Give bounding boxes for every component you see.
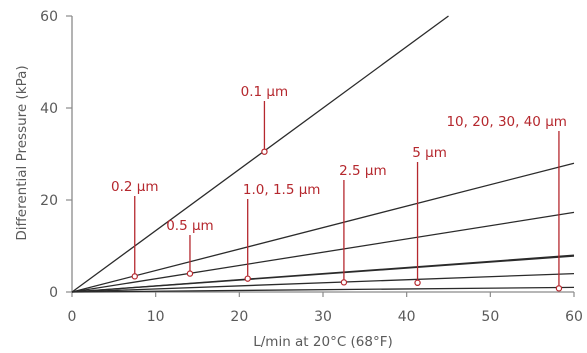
series-line-0 bbox=[71, 15, 449, 293]
y-axis-title: Differential Pressure (kPa) bbox=[14, 65, 30, 240]
axes: 0 10 20 30 40 50 60 0 20 40 60 bbox=[40, 9, 583, 325]
annotation-marker bbox=[244, 275, 251, 282]
x-tick-label: 60 bbox=[565, 309, 583, 325]
annotations: 0.1 µm 0.2 µm 0.5 µm 1.0, 1.5 µm 2.5 µm 5 µm 1… bbox=[111, 84, 567, 292]
series-line-1 bbox=[71, 162, 575, 293]
annotation-label: 1.0, 1.5 µm bbox=[243, 182, 321, 198]
series-line-2 bbox=[71, 211, 575, 293]
series-lines bbox=[71, 15, 575, 293]
y-tick-label: 60 bbox=[40, 9, 58, 25]
annotation-marker bbox=[340, 279, 348, 286]
annotation-label: 5 µm bbox=[412, 145, 447, 161]
x-tick-label: 50 bbox=[481, 309, 499, 325]
series-line-4 bbox=[71, 255, 575, 293]
annotation-label: 0.5 µm bbox=[166, 218, 214, 234]
series-line-5 bbox=[71, 272, 575, 293]
x-tick-label: 10 bbox=[147, 309, 165, 325]
y-tick-label: 0 bbox=[49, 285, 58, 301]
series-line-6 bbox=[71, 286, 575, 293]
x-tick-label: 30 bbox=[314, 309, 332, 325]
annotation-marker bbox=[261, 148, 268, 155]
annotation-marker bbox=[131, 273, 138, 280]
annotation-label: 0.2 µm bbox=[111, 179, 159, 195]
x-tick-label: 40 bbox=[398, 309, 416, 325]
x-axis-title: L/min at 20°C (68°F) bbox=[253, 334, 393, 350]
annotation-marker bbox=[555, 285, 563, 292]
y-tick-label: 40 bbox=[40, 101, 58, 117]
annotation-marker bbox=[414, 279, 421, 286]
x-tick-label: 0 bbox=[68, 309, 77, 325]
annotation-label: 0.1 µm bbox=[241, 84, 289, 100]
x-tick-label: 20 bbox=[230, 309, 248, 325]
annotation-label: 10, 20, 30, 40 µm bbox=[446, 114, 567, 130]
annotation-marker bbox=[186, 270, 194, 277]
y-tick-label: 20 bbox=[40, 193, 58, 209]
annotation-label: 2.5 µm bbox=[339, 163, 387, 179]
